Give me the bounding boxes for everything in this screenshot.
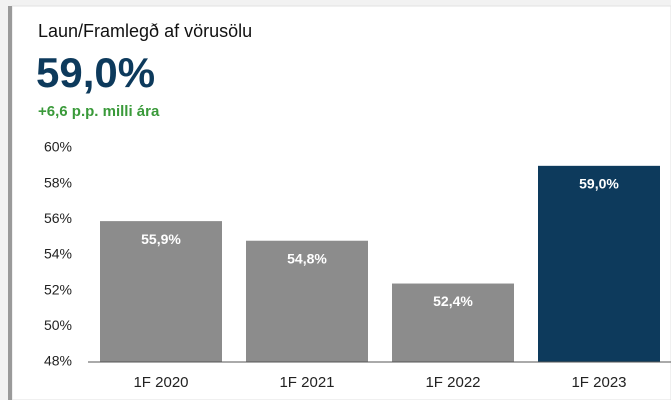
y-tick-label: 52% (44, 281, 72, 297)
bar (246, 240, 368, 362)
x-tick-label: 1F 2021 (279, 374, 334, 391)
x-tick-label: 1F 2023 (571, 374, 626, 391)
x-tick-label: 1F 2022 (425, 374, 480, 391)
y-tick-label: 50% (44, 317, 72, 333)
value-label: 59,0% (579, 176, 619, 192)
y-tick-label: 58% (44, 174, 72, 190)
card-edge (8, 6, 12, 400)
y-tick-label: 48% (44, 353, 72, 369)
kpi-value: 59,0% (36, 49, 155, 96)
kpi-change: +6,6 p.p. milli ára (38, 103, 160, 120)
x-tick-label: 1F 2020 (133, 374, 188, 391)
y-tick-label: 54% (44, 246, 72, 262)
y-tick-label: 60% (44, 139, 72, 155)
bar (100, 221, 222, 362)
value-label: 52,4% (433, 293, 473, 309)
chart-title: Laun/Framlegð af vörusölu (38, 21, 252, 41)
value-label: 55,9% (141, 231, 181, 247)
value-label: 54,8% (287, 250, 327, 266)
bar (538, 165, 660, 362)
bar (392, 283, 514, 362)
y-tick-label: 56% (44, 210, 72, 226)
